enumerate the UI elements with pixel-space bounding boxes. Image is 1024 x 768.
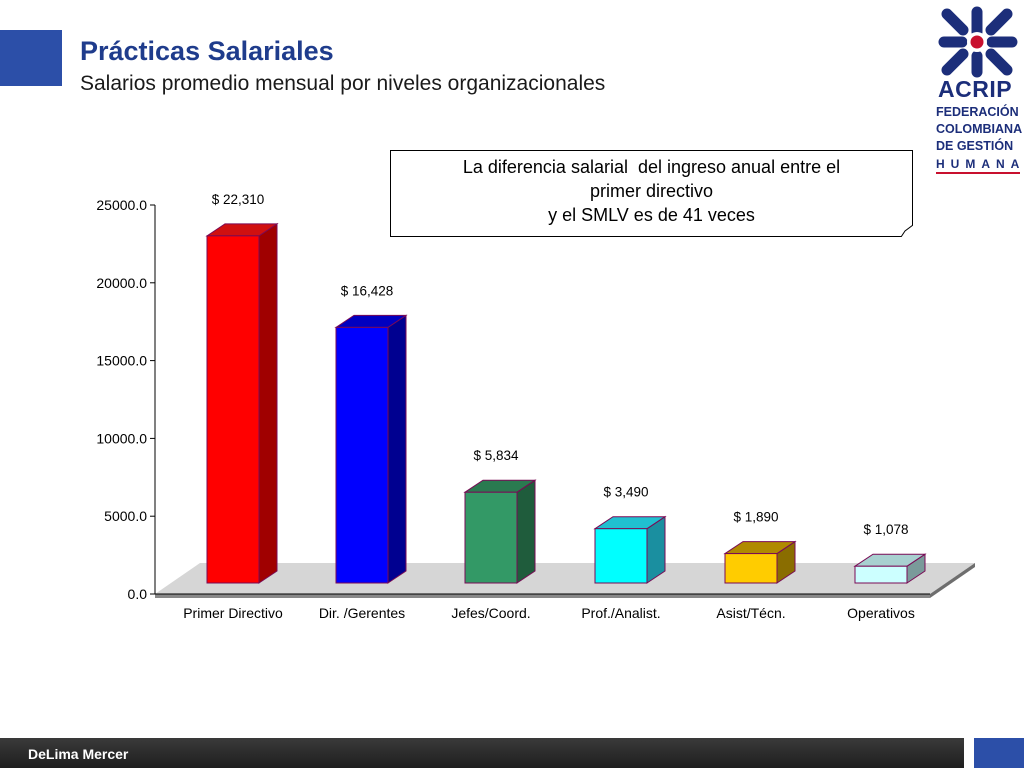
x-tick-label: Dir. /Gerentes [319,605,405,621]
chart-floor-side [930,563,975,598]
logo-letters: HUMANA [936,157,1024,171]
bar [464,491,518,584]
bar [854,565,908,584]
footer-brand: DeLima Mercer [28,746,129,762]
bar [594,528,648,584]
chart-floor-edge [155,594,930,598]
x-tick-label: Operativos [847,605,915,621]
callout-fold-icon [901,225,913,237]
data-label: $ 22,310 [212,192,265,207]
data-label: $ 1,890 [733,510,778,525]
y-tick-label: 15000.0 [96,353,147,369]
corner-accent-square [0,30,62,86]
footer-accent-square [974,738,1024,768]
page-title: Prácticas Salariales [80,36,334,66]
data-label: $ 16,428 [341,283,394,298]
logo-red-rule [936,172,1020,174]
callout-box: La diferencia salarial del ingreso anual… [390,150,913,237]
acrip-logo-icon [938,6,1018,78]
x-tick-label: Primer Directivo [183,605,283,621]
y-tick-label: 25000.0 [96,197,147,213]
y-tick-label: 5000.0 [104,508,147,524]
logo-line-3: DE GESTIÓN [936,139,1014,153]
logo-line-1: FEDERACIÓN [936,105,1019,119]
x-tick-label: Asist/Técn. [716,605,785,621]
footer-gap [964,738,974,768]
logo-line-2: COLOMBIANA [936,122,1023,136]
data-label: $ 1,078 [863,522,908,537]
bar [206,235,260,584]
chart-floor [155,563,975,594]
data-label: $ 3,490 [603,485,648,500]
x-tick-label: Jefes/Coord. [451,605,530,621]
bar [335,326,389,584]
bar [724,553,778,584]
callout-line-1: La diferencia salarial del ingreso anual… [462,157,841,177]
y-tick-label: 0.0 [128,586,148,602]
callout-line-2: primer directivo [589,181,714,201]
logo-name: ACRIP [938,76,1013,102]
bar-chart: 0.0 5000.0 10000.0 15000.0 20000.0 25000.0 $ 2… [96,192,975,621]
bar-side-face [258,222,278,584]
callout-line-3: y el SMLV es de 41 veces [548,205,755,225]
footer-bar: DeLima Mercer [0,738,1024,768]
page-subtitle: Salarios promedio mensual por niveles or… [80,72,606,95]
bar-side-face [387,314,407,584]
y-tick-label: 20000.0 [96,275,147,291]
data-label: $ 5,834 [473,448,519,463]
y-tick-label: 10000.0 [96,430,147,446]
bar-side-face [516,479,536,584]
x-tick-label: Prof./Analist. [581,605,660,621]
